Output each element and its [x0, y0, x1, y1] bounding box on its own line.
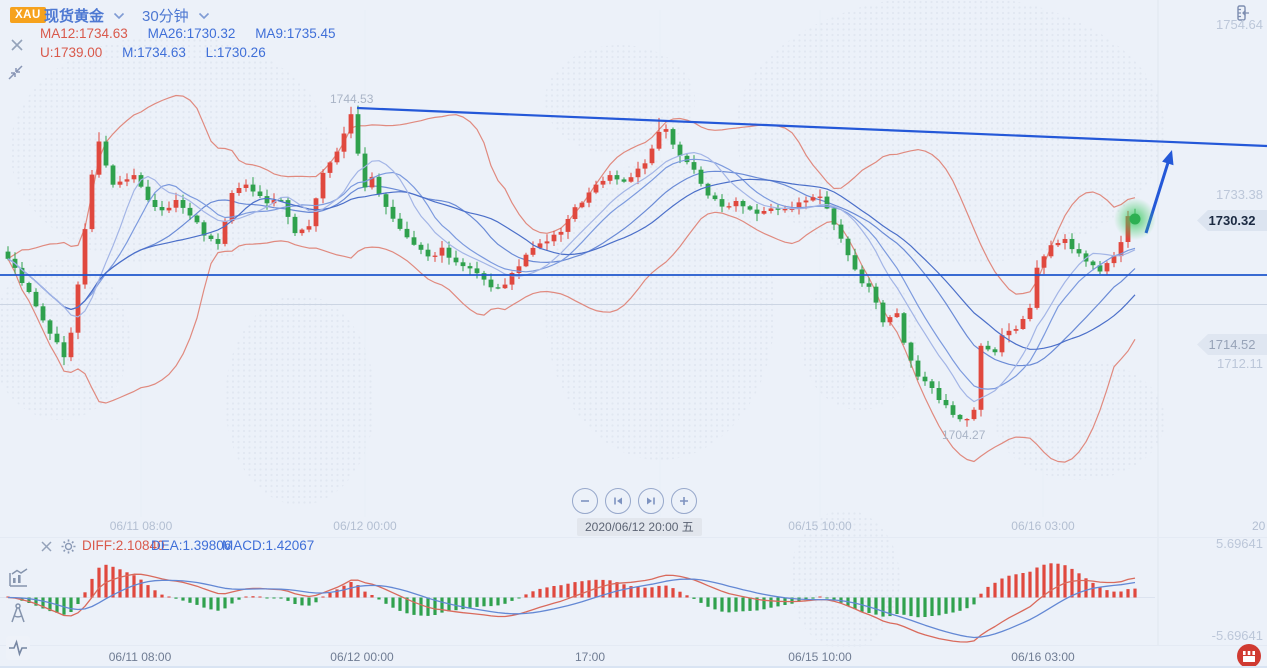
skip-back-button[interactable] — [605, 488, 631, 514]
ma12-value: MA12:1734.63 — [40, 26, 128, 41]
price-axis-top: 1754.64 — [1216, 17, 1263, 32]
symbol-badge: XAU — [10, 7, 46, 23]
peak-price-label: 1744.53 — [330, 92, 374, 106]
bottom-axis-tick: 06/15 10:00 — [788, 650, 852, 664]
minus-icon — [581, 500, 589, 502]
current-price-badge: 1730.32 — [1197, 210, 1267, 231]
boll-values-row: U:1739.00 M:1734.63 L:1730.26 — [40, 45, 282, 60]
main-axis-tick: 06/12 00:00 — [333, 519, 397, 533]
bottom-axis-tick: 06/11 08:00 — [108, 650, 172, 664]
indicator-chart-icon[interactable] — [6, 566, 30, 590]
zoom-in-button[interactable] — [671, 488, 697, 514]
main-axis-tick: 06/15 10:00 — [788, 519, 852, 533]
price-axis-high: 1733.38 — [1216, 187, 1263, 202]
settings-gear-icon[interactable] — [60, 538, 77, 555]
macd-axis-max: 5.69641 — [1216, 536, 1263, 551]
zoom-out-button[interactable] — [572, 488, 598, 514]
macd-value: MACD:1.42067 — [222, 538, 315, 553]
secondary-price-badge: 1714.52 — [1197, 334, 1267, 355]
boll-lower-value: L:1730.26 — [205, 45, 266, 60]
close-indicator-icon[interactable] — [40, 540, 53, 553]
skip-forward-button[interactable] — [638, 488, 664, 514]
price-scale-icon[interactable] — [1233, 5, 1250, 21]
timeframe-selector[interactable]: 30分钟 — [142, 8, 189, 25]
skip-back-icon — [614, 497, 622, 505]
selected-time-chip: 2020/06/12 20:00 五 — [577, 518, 702, 536]
main-axis-tick: 06/11 08:00 — [109, 519, 173, 533]
main-axis-tick-clipped: 20 — [1252, 519, 1266, 533]
main-axis-tick: 06/16 03:00 — [1011, 519, 1075, 533]
ma9-value: MA9:1735.45 — [255, 26, 336, 41]
bottom-axis-tick: 06/12 00:00 — [330, 650, 394, 664]
ma-values-row: MA12:1734.63 MA26:1730.32 MA9:1735.45 — [40, 26, 352, 41]
macd-dea-value: DEA:1.39806 — [151, 538, 232, 553]
bottom-strip — [0, 666, 1267, 668]
boll-mid-value: M:1734.63 — [122, 45, 186, 60]
trough-price-label: 1704.27 — [942, 428, 986, 442]
chevron-down-icon[interactable] — [113, 12, 125, 20]
castle-logo-icon — [1243, 650, 1255, 662]
pulse-line-tool[interactable] — [6, 636, 30, 660]
chevron-down-icon[interactable] — [198, 12, 210, 20]
skip-forward-icon — [647, 497, 655, 505]
ma26-value: MA26:1730.32 — [147, 26, 236, 41]
symbol-selector[interactable]: 现货黄金 — [44, 8, 105, 25]
plus-icon — [680, 497, 688, 505]
price-axis-low: 1712.11 — [1216, 356, 1263, 371]
bottom-axis-tick: 06/16 03:00 — [1011, 650, 1075, 664]
pulse-line-icon — [9, 639, 27, 657]
collapse-icon[interactable] — [6, 64, 26, 82]
macd-axis-min: -5.69641 — [1211, 628, 1263, 643]
compass-draw-icon[interactable] — [6, 601, 30, 625]
bottom-axis-tick: 17:00 — [574, 650, 606, 664]
jin10-logo[interactable] — [1237, 644, 1261, 668]
boll-upper-value: U:1739.00 — [40, 45, 103, 60]
close-chart-icon[interactable] — [10, 38, 24, 52]
macd-diff-value: DIFF:2.10840 — [82, 538, 165, 553]
